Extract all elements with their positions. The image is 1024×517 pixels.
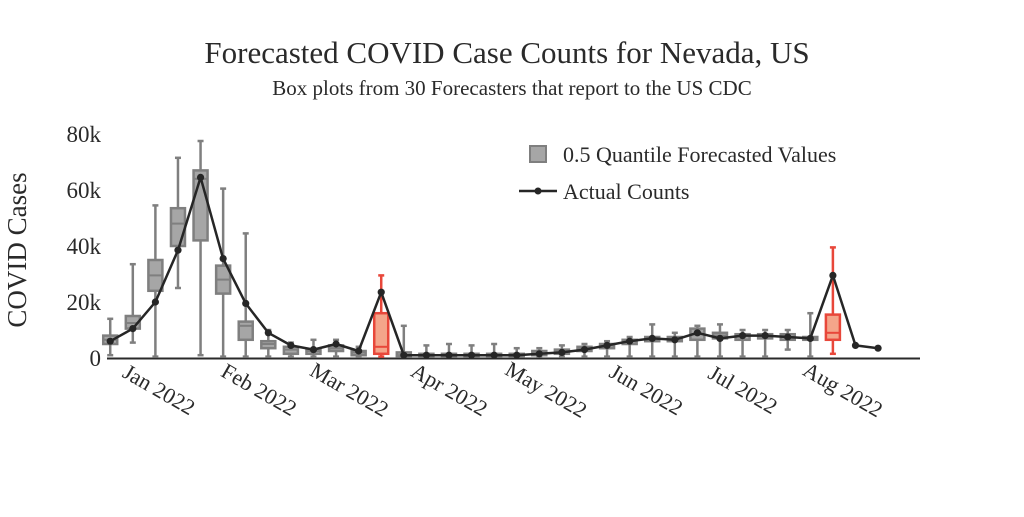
y-tick-label: 40k bbox=[67, 234, 102, 259]
y-tick-label: 80k bbox=[67, 122, 102, 147]
actual-count-point bbox=[716, 334, 724, 342]
actual-count-point bbox=[287, 341, 295, 349]
actual-count-point bbox=[400, 351, 408, 359]
actual-count-point bbox=[355, 347, 363, 355]
forecast-boxes bbox=[101, 139, 842, 358]
forecast-box bbox=[147, 204, 164, 358]
actual-count-point bbox=[851, 341, 860, 349]
actual-count-point bbox=[806, 334, 814, 342]
y-axis-ticks: 0 20k 40k 60k 80k bbox=[67, 122, 102, 371]
actual-count-point bbox=[174, 246, 182, 254]
x-axis-ticks: Jan 2022 Feb 2022 Mar 2022 Apr 2022 May 2022… bbox=[119, 356, 887, 423]
chart-title: Forecasted COVID Case Counts for Nevada,… bbox=[204, 35, 809, 70]
actual-count-point bbox=[535, 350, 543, 358]
x-tick-label: Jan 2022 bbox=[119, 359, 200, 420]
x-tick-label: Mar 2022 bbox=[306, 357, 393, 422]
y-tick-label: 20k bbox=[67, 290, 102, 315]
actual-count-point bbox=[513, 351, 521, 359]
actual-count-point bbox=[784, 333, 792, 341]
chart-subtitle: Box plots from 30 Forecasters that repor… bbox=[272, 76, 751, 100]
actual-count-point bbox=[648, 334, 656, 342]
actual-count-point bbox=[129, 325, 137, 333]
y-tick-label: 60k bbox=[67, 178, 102, 203]
legend-box-swatch bbox=[529, 145, 547, 163]
actual-count-point bbox=[332, 340, 340, 348]
box-iqr bbox=[169, 206, 187, 248]
actual-count-point bbox=[603, 341, 611, 349]
actual-count-point bbox=[106, 337, 114, 345]
y-axis-label: COVID Cases bbox=[2, 172, 32, 327]
box-iqr bbox=[237, 320, 254, 342]
actual-count-point bbox=[693, 329, 701, 337]
x-tick-label: May 2022 bbox=[501, 356, 591, 423]
forecast-box bbox=[169, 156, 187, 290]
legend-line-marker bbox=[534, 187, 542, 195]
x-tick-label: Feb 2022 bbox=[217, 358, 301, 421]
actual-count-point bbox=[738, 332, 747, 340]
forecast-box bbox=[372, 274, 390, 358]
actual-counts-series bbox=[106, 173, 882, 359]
actual-count-point bbox=[626, 337, 634, 345]
forecast-box bbox=[214, 187, 232, 358]
forecast-box bbox=[101, 317, 119, 357]
actual-count-point bbox=[671, 336, 679, 344]
x-tick-label: Aug 2022 bbox=[799, 357, 887, 422]
actual-count-point bbox=[219, 255, 227, 263]
actual-count-point bbox=[580, 346, 589, 354]
actual-count-point bbox=[467, 351, 476, 359]
legend: 0.5 Quantile Forecasted Values Actual Co… bbox=[519, 142, 836, 204]
actual-count-point bbox=[445, 351, 453, 359]
actual-count-point bbox=[558, 348, 566, 356]
actual-count-point bbox=[151, 298, 159, 306]
actual-count-point bbox=[422, 351, 430, 359]
actual-count-point bbox=[490, 351, 498, 359]
actual-count-point bbox=[874, 344, 882, 352]
legend-line-label: Actual Counts bbox=[563, 179, 690, 204]
x-tick-label: Apr 2022 bbox=[407, 358, 492, 422]
box-iqr bbox=[372, 311, 390, 356]
actual-count-point bbox=[761, 332, 769, 340]
actual-count-point bbox=[829, 271, 837, 279]
x-tick-label: Jul 2022 bbox=[704, 360, 782, 419]
box-iqr bbox=[824, 313, 842, 342]
x-tick-label: Jun 2022 bbox=[605, 359, 687, 421]
actual-count-point bbox=[309, 346, 318, 354]
actual-count-point bbox=[242, 299, 250, 307]
actual-count-point bbox=[264, 329, 272, 337]
legend-box-label: 0.5 Quantile Forecasted Values bbox=[563, 142, 836, 167]
forecast-box bbox=[824, 246, 842, 356]
actual-count-point bbox=[377, 288, 385, 296]
forecast-box bbox=[192, 139, 209, 357]
y-tick-label: 0 bbox=[90, 346, 102, 371]
actual-count-point bbox=[196, 173, 205, 181]
